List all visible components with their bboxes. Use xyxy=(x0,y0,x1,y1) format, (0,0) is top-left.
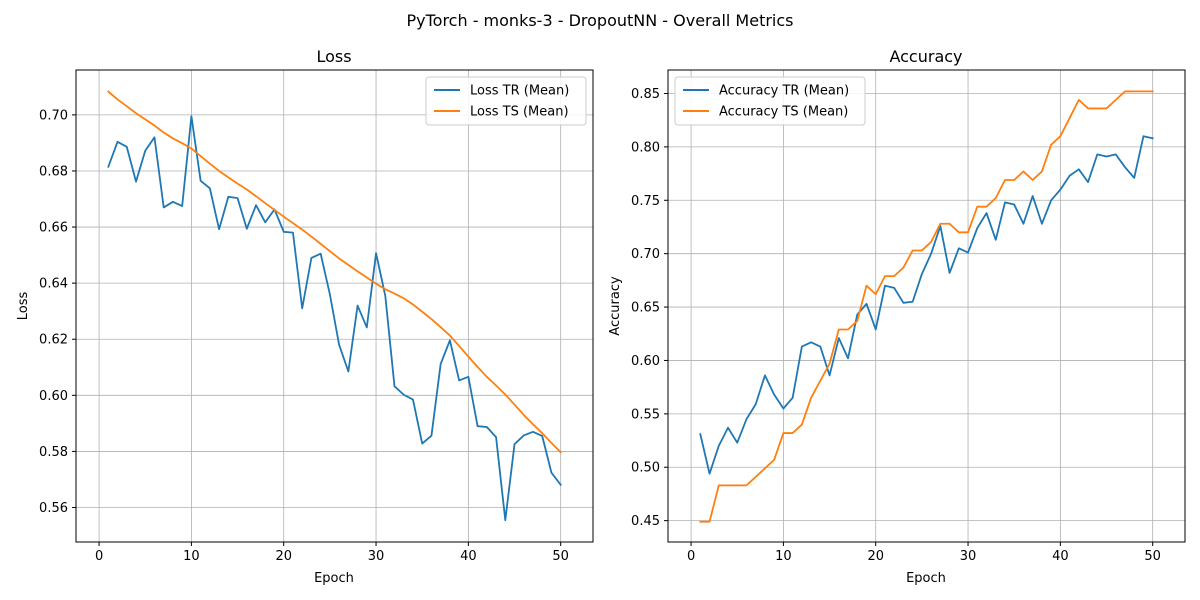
loss-y-tick-label: 0.60 xyxy=(39,389,68,404)
accuracy-x-tick-label: 0 xyxy=(687,549,695,564)
accuracy-legend: Accuracy TR (Mean) Accuracy TS (Mean) xyxy=(674,76,866,126)
loss-plot: Loss Epoch Loss 0 10 20 30 40 500.560.580.600… xyxy=(16,47,594,586)
loss-x-tick-label: 30 xyxy=(368,549,385,564)
accuracy-y-ticks: 0.45 0.50 0.55 0.60 0.65 0.70 0.75 0.80 0.85 xyxy=(631,87,668,529)
accuracy-y-tick-label: 0.70 xyxy=(631,247,660,262)
accuracy-x-tick-label: 10 xyxy=(775,549,792,564)
loss-x-tick-label: 0 xyxy=(95,549,103,564)
accuracy-y-tick-label: 0.85 xyxy=(631,87,660,102)
loss-legend-label-test: Loss TS (Mean) xyxy=(470,105,569,120)
loss-y-tick-label: 0.62 xyxy=(39,333,68,348)
loss-series-line-test xyxy=(107,90,562,454)
accuracy-legend-label-test: Accuracy TS (Mean) xyxy=(719,105,848,120)
accuracy-plot: Accuracy Epoch Accuracy 0 10 20 30 40 500.450… xyxy=(608,47,1186,586)
accuracy-plot-frame xyxy=(667,69,1186,543)
accuracy-series-line-train xyxy=(699,135,1154,475)
accuracy-x-axis-label: Epoch xyxy=(906,571,946,586)
loss-y-tick-label: 0.66 xyxy=(39,221,68,236)
accuracy-y-tick-label: 0.65 xyxy=(631,301,660,316)
loss-plot-title: Loss xyxy=(316,47,351,66)
loss-x-tick-label: 50 xyxy=(552,549,569,564)
accuracy-x-ticks: 0 10 20 30 40 50 xyxy=(687,542,1161,564)
figure-suptitle: PyTorch - monks-3 - DropoutNN - Overall … xyxy=(406,11,793,30)
loss-x-axis-label: Epoch xyxy=(314,571,354,586)
accuracy-series-line-test xyxy=(699,90,1154,523)
loss-y-ticks: 0.56 0.58 0.60 0.62 0.64 0.66 0.68 0.70 xyxy=(39,108,76,516)
loss-series-group xyxy=(107,90,562,522)
loss-x-ticks: 0 10 20 30 40 50 xyxy=(95,542,569,564)
loss-plot-frame xyxy=(75,69,594,543)
loss-y-tick-label: 0.70 xyxy=(39,108,68,123)
accuracy-y-tick-label: 0.55 xyxy=(631,407,660,422)
loss-legend-box xyxy=(425,76,587,126)
loss-x-tick-label: 10 xyxy=(183,549,200,564)
loss-legend: Loss TR (Mean) Loss TS (Mean) xyxy=(425,76,587,126)
accuracy-y-tick-label: 0.75 xyxy=(631,194,660,209)
accuracy-x-tick-label: 20 xyxy=(867,549,884,564)
loss-legend-label-train: Loss TR (Mean) xyxy=(470,84,569,99)
accuracy-x-tick-label: 30 xyxy=(960,549,977,564)
accuracy-legend-box xyxy=(674,76,866,126)
loss-y-tick-label: 0.58 xyxy=(39,445,68,460)
loss-y-tick-label: 0.68 xyxy=(39,164,68,179)
loss-y-tick-label: 0.56 xyxy=(39,501,68,516)
accuracy-y-axis-label: Accuracy xyxy=(608,276,623,336)
accuracy-series-group xyxy=(699,90,1154,523)
loss-x-tick-label: 20 xyxy=(275,549,292,564)
accuracy-x-tick-label: 50 xyxy=(1144,549,1161,564)
loss-x-tick-label: 40 xyxy=(460,549,477,564)
accuracy-y-tick-label: 0.50 xyxy=(631,461,660,476)
accuracy-y-tick-label: 0.60 xyxy=(631,354,660,369)
accuracy-x-tick-label: 40 xyxy=(1052,549,1069,564)
loss-y-tick-label: 0.64 xyxy=(39,277,68,292)
accuracy-grid xyxy=(668,70,1185,542)
accuracy-plot-title: Accuracy xyxy=(889,47,962,66)
accuracy-y-tick-label: 0.45 xyxy=(631,514,660,529)
loss-y-axis-label: Loss xyxy=(16,292,31,321)
loss-series-line-train xyxy=(107,115,562,522)
accuracy-y-tick-label: 0.80 xyxy=(631,140,660,155)
accuracy-legend-label-train: Accuracy TR (Mean) xyxy=(719,84,849,99)
